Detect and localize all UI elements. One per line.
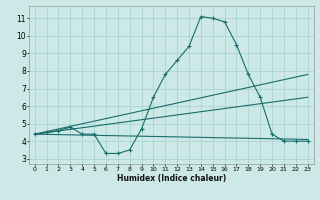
X-axis label: Humidex (Indice chaleur): Humidex (Indice chaleur)	[116, 174, 226, 183]
